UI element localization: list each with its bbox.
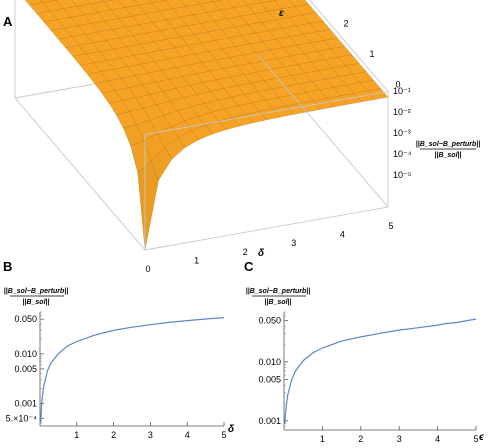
frame-edge-back — [309, 0, 389, 92]
x-tick-label: 3 — [148, 430, 153, 440]
y-tick-label: 0.005 — [14, 364, 37, 374]
x-tick-label: 1 — [74, 430, 79, 440]
x-tick-label: 5 — [221, 430, 226, 440]
frame-edge-front — [257, 54, 389, 208]
b-series-line — [40, 317, 225, 424]
y-tick-label: 0.050 — [258, 316, 281, 326]
c-label-numerator: ||B_sol−B_perturb|| — [246, 288, 310, 295]
surface-z-tick-label: 10⁻¹ — [393, 86, 411, 96]
y-tick-label: 0.001 — [258, 416, 281, 426]
b-x-axis-label: δ — [228, 424, 235, 435]
surface-patch — [137, 161, 159, 251]
y-tick-label: 0.001 — [14, 398, 37, 408]
x-tick-label: 5 — [473, 434, 478, 444]
surface-y-tick-label: 2 — [343, 19, 348, 29]
b-tick-labels: 1 2 3 4 5 5.×10⁻⁴ 0.001 0.005 0.010 0.050 — [6, 314, 227, 440]
x-axis-label-delta: δ — [258, 248, 265, 259]
bounding-box-front-edges — [144, 54, 389, 251]
y-axis-label-epsilon: ε — [279, 8, 284, 19]
surface-mesh — [24, 0, 389, 251]
z-axis-label: ||B_sol−B_perturb|| ||B_sol|| — [416, 141, 480, 159]
b-label-numerator: ||B_sol−B_perturb|| — [4, 288, 68, 295]
surface-x-tick-label: 0 — [145, 264, 150, 274]
surface-x-tick-label: 3 — [291, 238, 296, 248]
b-label-denominator: ||B_sol|| — [23, 299, 50, 306]
surface-patch — [366, 88, 389, 100]
panel-label-c: C — [244, 259, 254, 274]
surface-x-tick-label: 1 — [194, 255, 199, 265]
x-tick-label: 4 — [185, 430, 190, 440]
y-tick-label: 0.050 — [14, 314, 37, 324]
surface-x-tick-label: 2 — [243, 247, 248, 257]
surface-tick-labels: 01234501234510⁻⁵10⁻⁴10⁻³10⁻²10⁻¹ — [145, 19, 412, 274]
y-axis-label-b: ||B_sol−B_perturb|| ||B_sol|| — [4, 288, 68, 306]
x-tick-label: 1 — [320, 434, 325, 444]
y-axis-label-c: ||B_sol−B_perturb|| ||B_sol|| — [246, 288, 310, 306]
surface-z-tick-label: 10⁻³ — [393, 128, 411, 138]
c-series-line — [284, 318, 477, 424]
y-tick-label: 0.010 — [14, 349, 37, 359]
b-axes — [39, 311, 225, 427]
surface-z-tick-label: 10⁻² — [393, 107, 411, 117]
frame-edge-front — [144, 206, 389, 251]
z-label-numerator: ||B_sol−B_perturb|| — [416, 141, 480, 148]
surface-y-tick-label: 1 — [369, 49, 374, 59]
c-label-denominator: ||B_sol|| — [265, 299, 292, 306]
x-tick-label: 4 — [435, 434, 440, 444]
surface-y-tick-label: 0 — [395, 80, 400, 90]
x-tick-label: 3 — [397, 434, 402, 444]
z-label-denominator: ||B_sol|| — [435, 152, 462, 159]
c-axes — [283, 311, 477, 431]
c-tick-labels: 1 2 3 4 5 0.001 0.005 0.010 0.050 — [258, 316, 478, 444]
line-plot-epsilon: ||B_sol−B_perturb|| ||B_sol|| 1 2 3 4 5 0.001… — [246, 288, 484, 444]
c-x-axis-label: ϵ — [479, 432, 484, 443]
panel-label-b: B — [3, 259, 12, 274]
y-tick-label: 0.005 — [258, 375, 281, 385]
y-tick-label: 0.010 — [258, 357, 281, 367]
x-tick-label: 2 — [111, 430, 116, 440]
surface-x-tick-label: 5 — [388, 221, 393, 231]
surface-plot: 01234501234510⁻⁵10⁻⁴10⁻³10⁻²10⁻¹ δ ε ||B… — [14, 0, 480, 274]
line-plot-delta: ||B_sol−B_perturb|| ||B_sol|| 1 2 3 4 5 5.×10… — [4, 288, 235, 440]
panel-label-a: A — [3, 14, 13, 29]
surface-x-tick-label: 4 — [340, 230, 345, 240]
surface-z-tick-label: 10⁻⁵ — [393, 170, 412, 180]
x-tick-label: 2 — [358, 434, 363, 444]
y-tick-label: 5.×10⁻⁴ — [6, 413, 38, 423]
frame-edge-back — [14, 97, 146, 251]
frame-edge-front — [144, 91, 389, 135]
surface-z-tick-label: 10⁻⁴ — [393, 149, 412, 159]
